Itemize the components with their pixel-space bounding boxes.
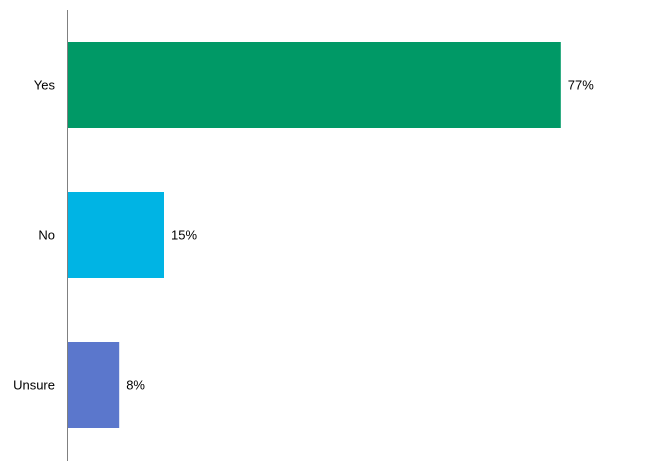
value-label-unsure: 8%: [126, 378, 145, 393]
bar-yes: [68, 42, 561, 128]
labels-group: Yes 77% No 15% Unsure 8%: [13, 78, 594, 393]
value-label-yes: 77%: [568, 78, 594, 93]
value-label-no: 15%: [171, 228, 197, 243]
bar-no: [68, 192, 164, 278]
bar-unsure: [68, 342, 120, 428]
category-label-no: No: [38, 228, 55, 243]
category-label-unsure: Unsure: [13, 378, 55, 393]
bars-group: [68, 42, 561, 428]
category-label-yes: Yes: [34, 78, 56, 93]
